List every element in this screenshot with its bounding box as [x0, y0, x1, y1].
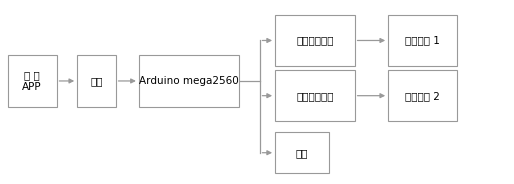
FancyBboxPatch shape	[275, 15, 355, 66]
FancyBboxPatch shape	[388, 70, 457, 121]
Text: 步进电机驱动: 步进电机驱动	[296, 36, 334, 45]
FancyBboxPatch shape	[77, 55, 116, 107]
FancyBboxPatch shape	[8, 55, 57, 107]
Text: Arduino mega2560: Arduino mega2560	[139, 76, 239, 86]
Text: 蓝牙: 蓝牙	[90, 76, 103, 86]
FancyBboxPatch shape	[139, 55, 239, 107]
FancyBboxPatch shape	[275, 132, 329, 173]
FancyBboxPatch shape	[388, 15, 457, 66]
Text: 步进电机 2: 步进电机 2	[406, 91, 440, 101]
Text: 步进电机 1: 步进电机 1	[406, 36, 440, 45]
Text: 手 机
APP: 手 机 APP	[22, 70, 42, 92]
Text: 步进电机驱动: 步进电机驱动	[296, 91, 334, 101]
Text: 舐机: 舐机	[296, 148, 308, 158]
FancyBboxPatch shape	[275, 70, 355, 121]
